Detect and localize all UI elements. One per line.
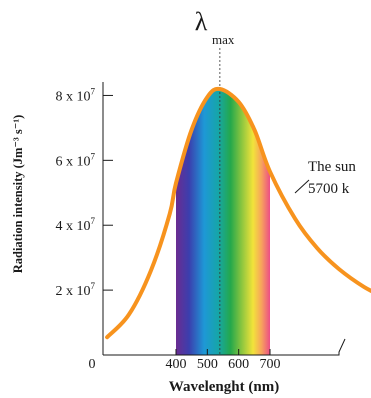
x-axis-label: Wavelenght (nm)	[169, 379, 279, 395]
sun-label-line-2: 5700 k	[308, 181, 350, 197]
y-tick-label: 4 x 107	[56, 216, 96, 234]
y-ticks: 2 x 107 4 x 107 6 x 107 8 x 107	[56, 86, 113, 299]
sun-radiation-curve	[105, 86, 371, 340]
sun-label-pointer	[294, 179, 310, 194]
lambda-max-symbol: λ	[195, 7, 208, 36]
x-ticks: 400 500 600 700	[166, 349, 281, 372]
y-tick-label: 8 x 107	[56, 86, 96, 104]
x-tick-label: 700	[260, 357, 281, 372]
y-tick-label: 6 x 107	[56, 151, 96, 169]
x-tick-label: 600	[228, 357, 249, 372]
y-tick-label: 2 x 107	[56, 281, 96, 299]
y-axis-label: Radiation intensity (Jm⁻³ s⁻¹)	[11, 115, 25, 274]
sun-label-line-1: The sun	[308, 159, 356, 175]
origin-label: 0	[89, 357, 96, 372]
x-axis	[103, 338, 346, 356]
visible-spectrum-band	[176, 88, 270, 355]
lambda-max-subscript: max	[212, 32, 235, 47]
x-tick-label: 400	[166, 357, 187, 372]
x-tick-label: 500	[197, 357, 218, 372]
